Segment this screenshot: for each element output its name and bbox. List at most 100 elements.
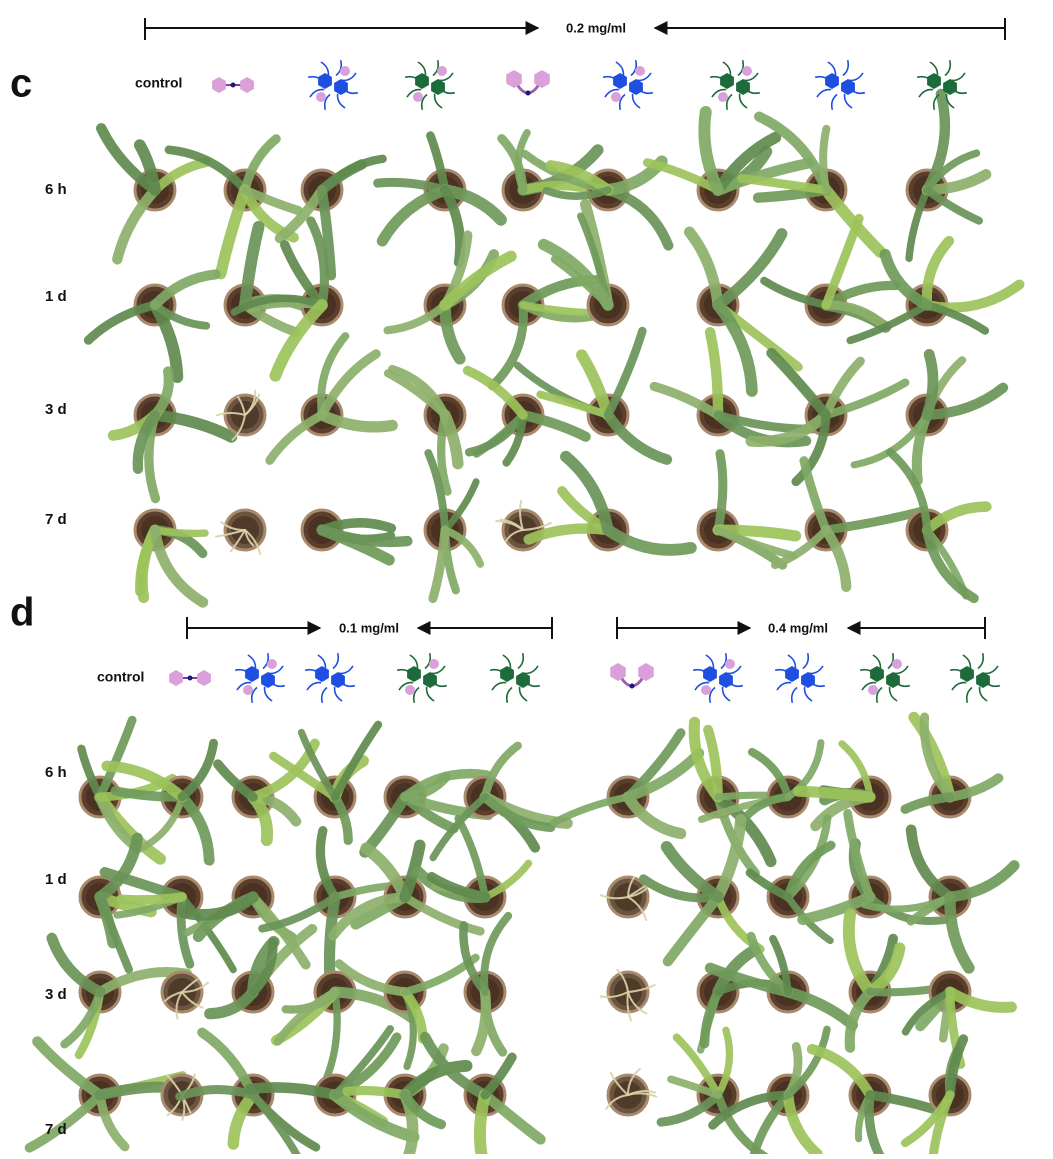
row-label: 7 d [45,1121,67,1138]
leaf [927,354,933,415]
row-label: 1 d [45,288,67,305]
chain [333,653,338,668]
hexagon [976,672,990,688]
leaf [911,830,950,897]
compound-icon [610,663,654,689]
hexagon [629,79,643,95]
leaf [718,234,782,305]
plant [101,128,206,259]
compound-icon [405,60,455,110]
plant [169,139,299,274]
hexagon [212,77,226,93]
leaf [718,454,723,530]
hexagon [318,73,332,89]
row-label: 1 d [45,871,67,888]
hexagon [415,73,429,89]
leaf [485,1095,540,1139]
leaf [885,254,927,305]
plant [302,510,407,560]
chain [425,653,430,668]
hexagon [719,672,733,688]
chain [843,60,848,75]
hexagon [638,663,654,681]
plant [496,501,551,550]
leaf [365,797,405,852]
leaf [480,1095,485,1154]
leaf [927,507,986,530]
chain [339,666,353,674]
leaf [608,190,668,246]
chain [832,95,837,110]
panel-label: d [10,591,34,635]
chain [967,688,972,703]
leaf [182,797,209,860]
pink-unit [267,659,277,669]
hexagon [245,666,259,682]
hexagon [870,666,884,682]
chain [984,666,998,674]
concentration-label: 0.4 mg/ml [768,620,828,635]
chain [507,688,512,703]
compound-icon [506,70,550,96]
pink-unit [868,685,878,695]
pink-unit [429,659,439,669]
chain [890,687,898,701]
plant [710,936,852,1025]
pink-unit [701,685,711,695]
hexagon [785,666,799,682]
hexagon [720,73,734,89]
compound-icon [305,653,355,703]
hexagon [334,79,348,95]
chain [952,683,966,691]
pink-unit [718,92,728,102]
plant [698,454,796,566]
leaf [917,415,927,481]
hexagon [407,666,421,682]
chain [265,687,273,701]
leaf [275,305,322,376]
pink-unit [243,685,253,695]
row-label: 3 d [45,986,67,1003]
chain [980,687,988,701]
plant [463,916,508,1052]
leaf [117,190,155,259]
plant [88,274,215,377]
leaf [668,897,718,961]
chain [435,94,443,108]
leaf [52,938,100,992]
chain [817,90,831,98]
hexagon [825,73,839,89]
chain [740,94,748,108]
node [630,684,635,689]
plant [742,117,881,252]
pink-unit [725,659,735,669]
chain [263,653,268,668]
hexagon [500,666,514,682]
chain [951,73,965,81]
leaf [322,415,392,427]
chain [336,60,341,75]
pink-unit [316,92,326,102]
plant [643,820,760,962]
compound-icon [775,653,825,703]
hexagon [197,670,211,686]
leaf [278,992,335,1041]
row-label: 6 h [45,181,67,198]
pink-unit [437,66,447,76]
chain [792,688,797,703]
plant [425,453,480,599]
hexagon [927,73,941,89]
compound-icon [308,60,358,110]
plant [388,235,511,359]
plant [225,227,309,332]
chain [492,683,506,691]
compound-icon [235,653,285,703]
page: 0.2 mg/ml c control 6 h 1 d 3 d 7 d d 0.… [0,0,1053,1154]
row-label: 7 d [45,511,67,528]
hexagon [423,672,437,688]
chain [845,94,853,108]
plant [517,331,667,460]
plant [107,743,214,860]
control-label: control [135,75,182,91]
plant [135,510,205,602]
